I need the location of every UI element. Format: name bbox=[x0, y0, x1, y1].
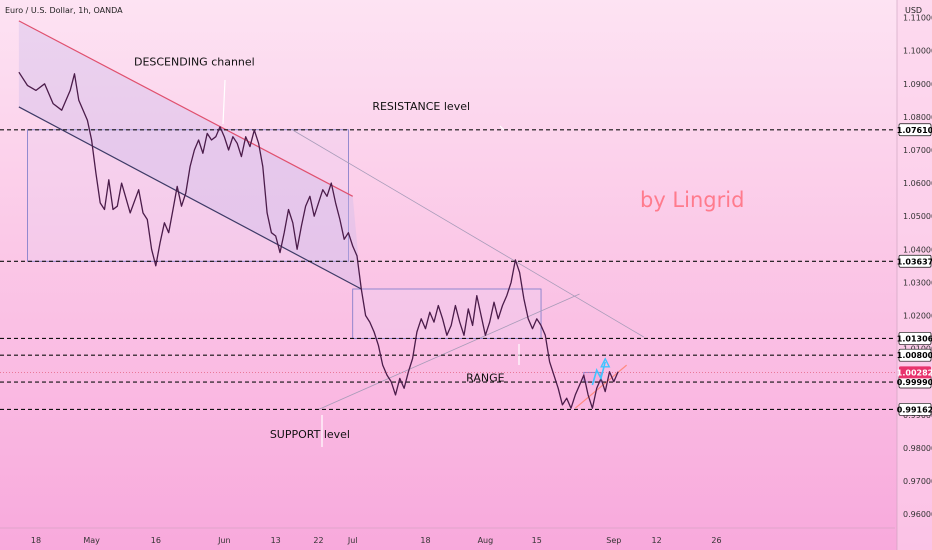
y-tick-label: 0.96000 bbox=[903, 510, 932, 519]
current-price-label: 1.00282 bbox=[897, 368, 932, 377]
level-price-label: 1.01306 bbox=[897, 334, 932, 343]
level-price-tag bbox=[898, 332, 932, 345]
projection-path bbox=[591, 361, 607, 386]
annotation-label: SUPPORT level bbox=[270, 428, 350, 441]
x-tick-label: Sep bbox=[606, 536, 621, 545]
channel-lower-line bbox=[18, 106, 362, 290]
level-price-label: 1.03637 bbox=[897, 257, 932, 266]
price-labels-layer: 1.07610 1.03637 1.01306 1.00800 0.99990 0.991… bbox=[897, 123, 932, 416]
trendline bbox=[318, 293, 580, 410]
levels-layer bbox=[0, 129, 895, 410]
x-tick-label: Aug bbox=[478, 536, 494, 545]
x-tick-label: 18 bbox=[31, 536, 41, 545]
x-tick-label: 15 bbox=[532, 536, 542, 545]
annotation-pointer-icon bbox=[222, 79, 226, 125]
current-price-tag bbox=[899, 366, 931, 379]
x-tick-label: Jun bbox=[217, 536, 231, 545]
descending-channel-layer bbox=[18, 20, 362, 290]
x-tick-label: 12 bbox=[652, 536, 662, 545]
y-tick-label: 1.11000 bbox=[903, 14, 932, 23]
x-tick-label: 16 bbox=[151, 536, 161, 545]
x-tick-label: 26 bbox=[711, 536, 721, 545]
level-price-label: 0.99990 bbox=[897, 378, 932, 387]
level-price-tag bbox=[898, 403, 932, 416]
watermark: by Lingrid bbox=[640, 188, 744, 212]
x-tick-label: Jul bbox=[347, 536, 358, 545]
x-tick-label: 13 bbox=[271, 536, 281, 545]
annotation-label: RANGE bbox=[466, 372, 504, 385]
level-price-tag bbox=[898, 123, 932, 137]
y-tick-label: 1.06000 bbox=[903, 179, 932, 188]
channel-upper-line bbox=[18, 20, 353, 197]
y-tick-label: 1.07000 bbox=[903, 146, 932, 155]
annotation-pointer-icon bbox=[499, 125, 505, 131]
y-tick-label: 1.03000 bbox=[903, 278, 932, 287]
trendline bbox=[574, 364, 628, 409]
annotations-layer: DESCENDING channel RESISTANCE level RANGE S… bbox=[134, 56, 520, 447]
range-box bbox=[352, 288, 542, 339]
trendline bbox=[292, 129, 644, 338]
chart-title: Euro / U.S. Dollar, 1h, OANDA bbox=[5, 6, 123, 15]
level-price-label: 0.99162 bbox=[897, 405, 932, 414]
level-price-tag bbox=[898, 254, 932, 268]
channel-fill bbox=[18, 20, 362, 289]
projection-layer bbox=[591, 357, 611, 386]
x-tick-label: 22 bbox=[313, 536, 323, 545]
boxes-layer bbox=[27, 129, 602, 383]
annotation-label: RESISTANCE level bbox=[372, 100, 470, 113]
level-price-label: 1.00800 bbox=[897, 351, 932, 360]
y-tick-label: 1.04000 bbox=[903, 245, 932, 254]
y-tick-label: 1.10000 bbox=[903, 47, 932, 56]
series-layer bbox=[18, 71, 619, 409]
x-tick-label: 18 bbox=[420, 536, 430, 545]
level-price-tag bbox=[898, 348, 932, 362]
y-axis-background bbox=[897, 0, 932, 550]
annotation-label: DESCENDING channel bbox=[134, 56, 255, 69]
currency-label: USD bbox=[905, 6, 922, 15]
price-series-line bbox=[18, 71, 619, 409]
projection-arrow-icon bbox=[600, 357, 611, 368]
x-tick-label: May bbox=[83, 536, 100, 545]
level-price-label: 1.07610 bbox=[897, 126, 932, 135]
y-tick-label: 1.05000 bbox=[903, 212, 932, 221]
y-tick-label: 1.09000 bbox=[903, 80, 932, 89]
x-axis[interactable]: 18 May 16 Jun 13 22 Jul 18 Aug 15 Sep 12 26 bbox=[0, 527, 895, 545]
